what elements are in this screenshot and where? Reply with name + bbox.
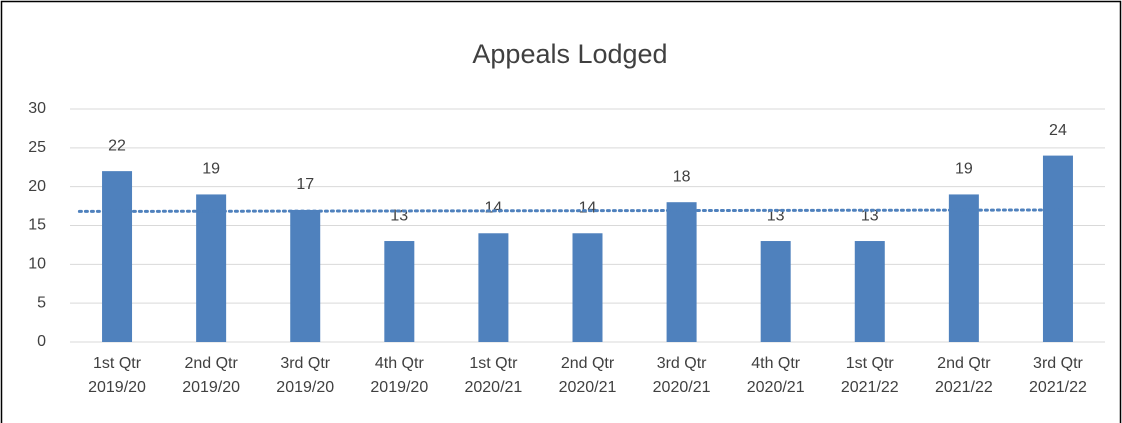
data-label: 19 <box>202 161 220 178</box>
x-tick-label: 1st Qtr 2019/20 <box>88 355 146 396</box>
bar <box>196 194 227 342</box>
x-tick-label: 4th Qtr 2020/21 <box>747 355 805 396</box>
data-label: 14 <box>579 199 597 216</box>
y-tick-label: 10 <box>28 256 46 273</box>
bar <box>102 171 133 342</box>
y-tick-label: 20 <box>28 178 46 195</box>
data-label: 22 <box>108 137 126 154</box>
x-tick-label: 2nd Qtr 2019/20 <box>182 355 240 396</box>
x-tick-label: 2nd Qtr 2021/22 <box>935 355 993 396</box>
bar <box>666 202 697 342</box>
bar <box>572 233 603 342</box>
y-tick-label: 15 <box>28 217 46 234</box>
bar <box>384 241 415 342</box>
data-label: 18 <box>673 168 691 185</box>
bar <box>478 233 509 342</box>
x-tick-label: 4th Qtr 2019/20 <box>370 355 428 396</box>
chart-title: Appeals Lodged <box>472 39 667 69</box>
y-tick-label: 30 <box>28 100 46 117</box>
x-tick-label: 2nd Qtr 2020/21 <box>559 355 617 396</box>
y-tick-label: 25 <box>28 139 46 156</box>
trendline <box>77 208 1060 213</box>
bar <box>854 241 885 342</box>
bar <box>948 194 979 342</box>
x-tick-label: 3rd Qtr 2019/20 <box>276 355 334 396</box>
data-label: 14 <box>485 199 503 216</box>
bar <box>1042 155 1073 342</box>
x-tick-label: 1st Qtr 2020/21 <box>464 355 522 396</box>
x-tick-label: 3rd Qtr 2021/22 <box>1029 355 1087 396</box>
bar <box>760 241 791 342</box>
data-label: 19 <box>955 161 973 178</box>
y-tick-label: 5 <box>37 294 46 311</box>
data-label: 17 <box>296 176 314 193</box>
y-tick-label: 0 <box>37 333 46 350</box>
bar <box>290 209 321 342</box>
x-tick-label: 1st Qtr 2021/22 <box>841 355 899 396</box>
x-tick-label: 3rd Qtr 2020/21 <box>653 355 711 396</box>
data-label: 24 <box>1049 122 1067 139</box>
